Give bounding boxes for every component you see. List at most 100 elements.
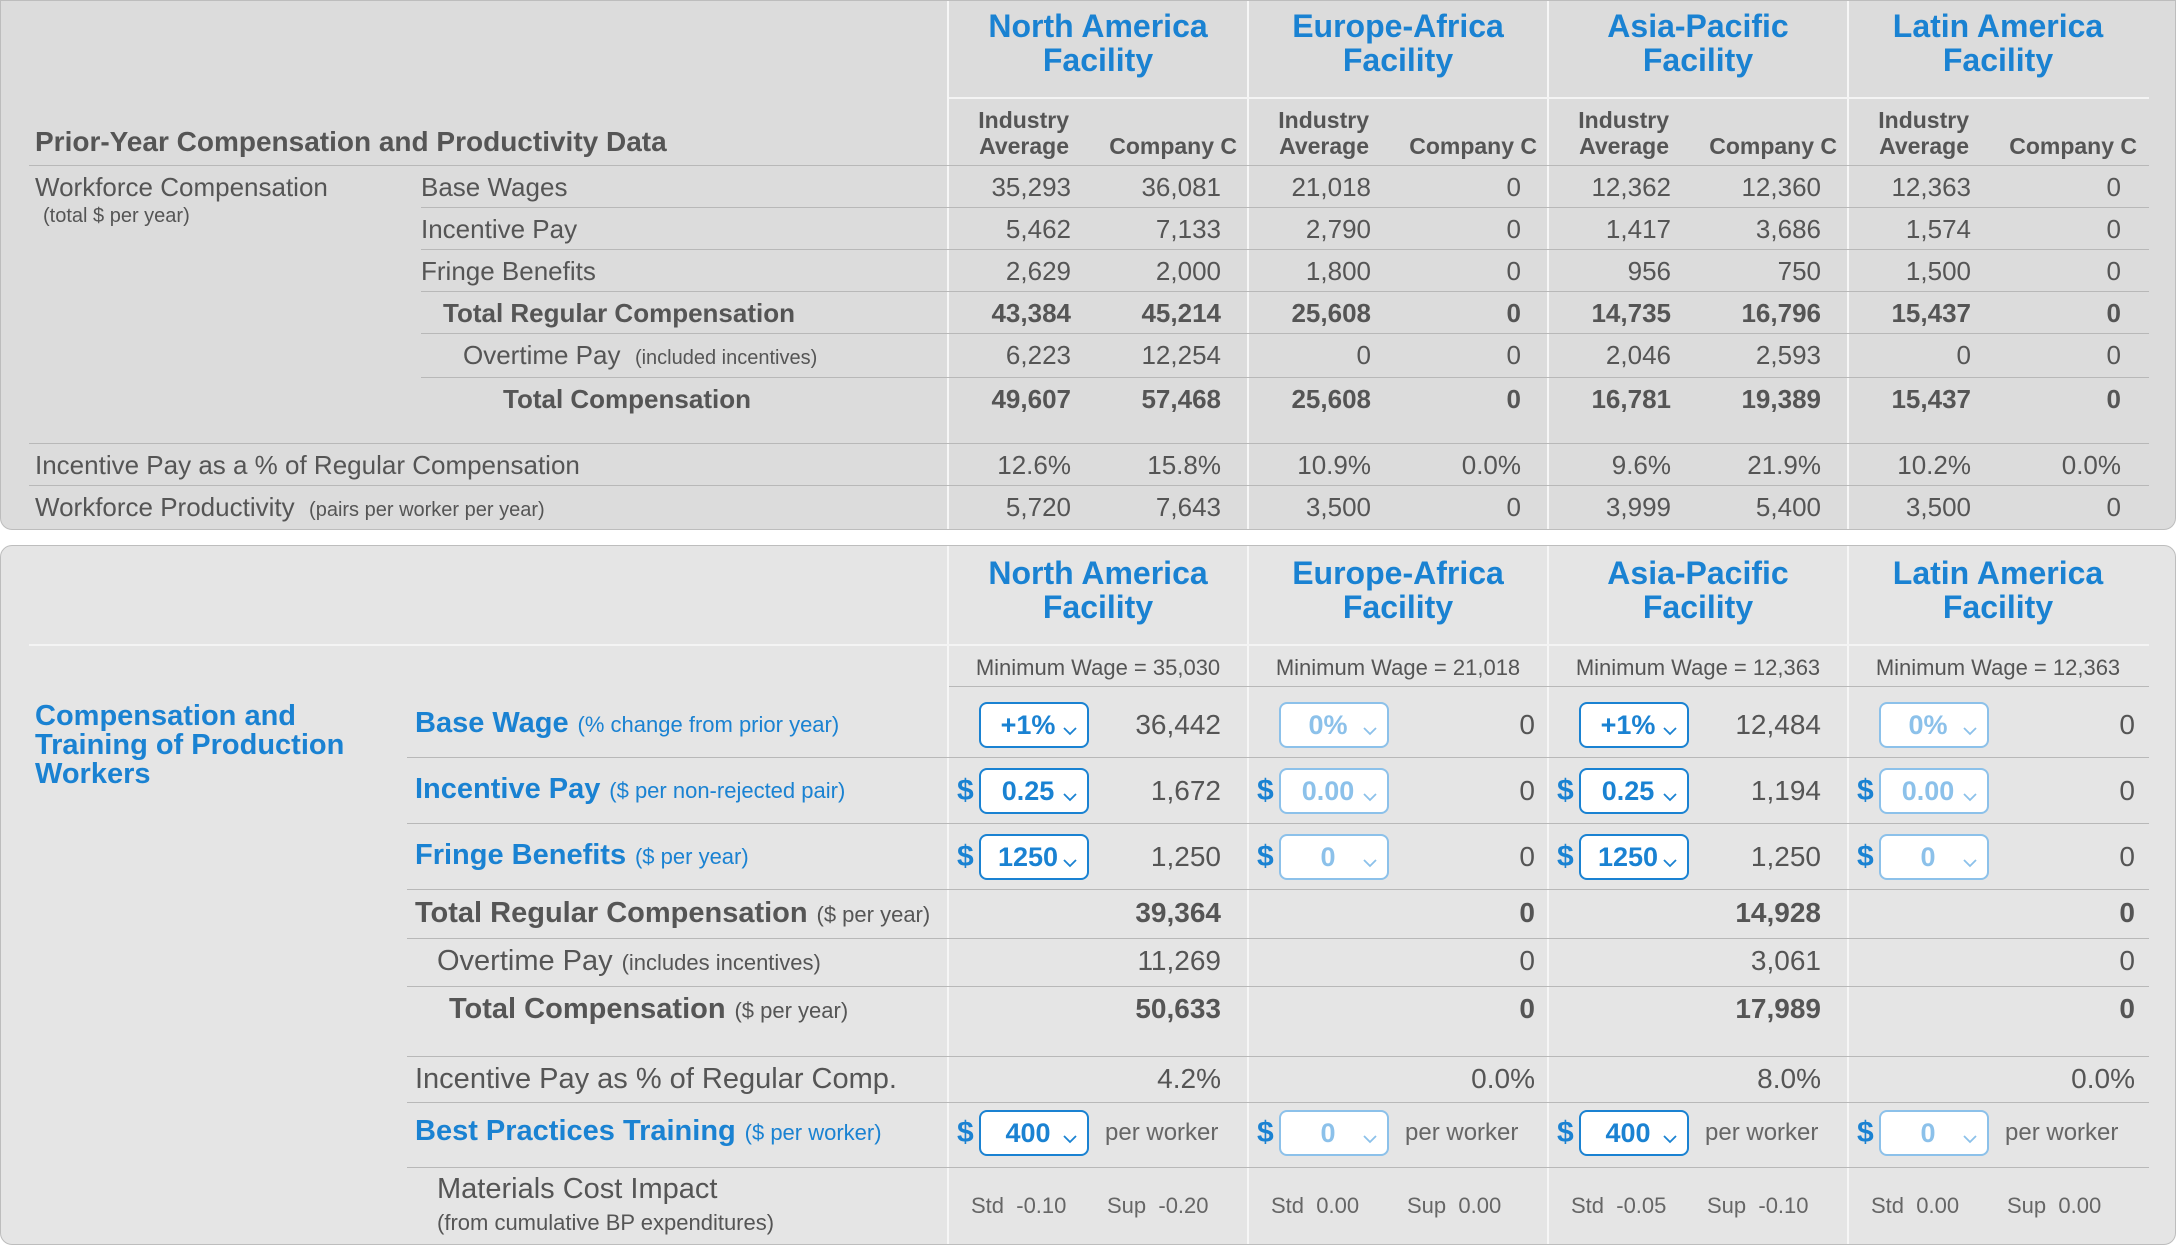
cell-value: 21.9%: [1747, 450, 1821, 480]
chevron-down-icon: [1662, 781, 1678, 802]
cell-value: 15.8%: [1147, 450, 1221, 480]
incentive-select[interactable]: 0.25: [1579, 768, 1689, 814]
row-divider: [407, 889, 2149, 890]
cell-value: 19,389: [1741, 384, 1821, 414]
chevron-down-icon: [1662, 847, 1678, 868]
dollar-sign: $: [1557, 840, 1574, 873]
per-worker-unit: per worker: [1705, 1119, 1819, 1146]
chevron-down-icon: [1962, 1123, 1978, 1144]
col-company: Company C: [1109, 133, 1237, 159]
base-wage-select[interactable]: 0%: [1279, 702, 1389, 748]
col-divider: [1547, 1, 1549, 529]
cell-value: 16,796: [1741, 298, 1821, 328]
training-select[interactable]: 400: [979, 1110, 1089, 1156]
cell-value: 0.0%: [1471, 1063, 1535, 1094]
label-text: Total Compensation: [449, 993, 726, 1025]
incentive-pct-label: Incentive Pay as a % of Regular Compensa…: [35, 450, 580, 480]
region-header-europe-africa: Europe-Africa Facility: [1292, 8, 1504, 78]
cell-value: 36,442: [1135, 709, 1221, 740]
training-select[interactable]: 400: [1579, 1110, 1689, 1156]
fringe-select[interactable]: 0: [1879, 834, 1989, 880]
row-label-text: Total Regular Compensation: [443, 298, 795, 328]
cell-value: 15,437: [1891, 298, 1971, 328]
cell-value: 3,500: [1305, 492, 1371, 522]
cell-value: 4.2%: [1157, 1063, 1221, 1094]
base-wage-select[interactable]: +1%: [979, 702, 1089, 748]
select-value: 400: [1605, 1117, 1651, 1148]
dollar-sign: $: [1257, 774, 1274, 807]
compensation-decisions-panel: North America Facility Europe-Africa Facil…: [0, 545, 2176, 1245]
cell-value: 0: [1506, 256, 1521, 286]
row-label: Fringe Benefits: [421, 257, 596, 286]
chevron-down-icon: [1362, 781, 1378, 802]
select-value: 400: [1005, 1117, 1051, 1148]
label-sub: ($ per year): [734, 998, 849, 1023]
minimum-wage: Minimum Wage = 12,363: [1875, 655, 2121, 680]
region-header-latin-america: Latin America Facility: [1892, 8, 2104, 78]
cell-value: 3,686: [1755, 214, 1821, 244]
training-select[interactable]: 0: [1879, 1110, 1989, 1156]
materials-std: Std -0.10: [971, 1193, 1067, 1218]
row-label: Total Regular Compensation: [443, 299, 795, 328]
fringe-select[interactable]: 1250: [979, 834, 1089, 880]
row-divider: [407, 1102, 2149, 1103]
label-text: Incentive Pay as % of Regular Comp.: [415, 1063, 897, 1095]
cell-value: 12,362: [1591, 172, 1671, 202]
section-title: Compensation and Training of Production Wo…: [35, 700, 345, 790]
incentive-select[interactable]: 0.00: [1879, 768, 1989, 814]
base-wage-select[interactable]: +1%: [1579, 702, 1689, 748]
col-divider: [1847, 546, 1849, 1244]
incentive-select[interactable]: 0.25: [979, 768, 1089, 814]
cell-value: 0: [1506, 214, 1521, 244]
dollar-sign: $: [1857, 1116, 1874, 1149]
region-header-latin-america: Latin America Facility: [1892, 555, 2104, 625]
chevron-down-icon: [1062, 847, 1078, 868]
cell-value: 2,790: [1305, 214, 1371, 244]
base-wage-select[interactable]: 0%: [1879, 702, 1989, 748]
cell-value: 2,593: [1755, 340, 1821, 370]
cell-value: 15,437: [1891, 384, 1971, 414]
dollar-sign: $: [957, 1116, 974, 1149]
dollar-sign: $: [1857, 774, 1874, 807]
row-divider: [407, 986, 2149, 987]
col-divider: [947, 546, 949, 1244]
cell-value: 12,360: [1741, 172, 1821, 202]
select-value: 0.00: [1901, 775, 1955, 806]
row-divider: [407, 823, 2149, 824]
cell-value: 0.0%: [1461, 450, 1521, 480]
cell-value: 1,800: [1305, 256, 1371, 286]
training-select[interactable]: 0: [1279, 1110, 1389, 1156]
chevron-down-icon: [1962, 847, 1978, 868]
cell-value: 0: [2106, 340, 2121, 370]
cell-value: 10.9%: [1297, 450, 1371, 480]
cell-value: 0: [1519, 775, 1535, 806]
materials-sup: Sup 0.00: [2007, 1193, 2102, 1218]
cell-value: 1,250: [1750, 841, 1821, 872]
cell-value: 3,500: [1905, 492, 1971, 522]
cell-value: 14,928: [1735, 897, 1821, 928]
cell-value: 25,608: [1291, 298, 1371, 328]
incentive-select[interactable]: 0.00: [1279, 768, 1389, 814]
cell-value: 21,018: [1291, 172, 1371, 202]
col-company: Company C: [1709, 133, 1837, 159]
cell-value: 0: [1956, 340, 1971, 370]
minimum-wage: Minimum Wage = 12,363: [1575, 655, 1821, 680]
row-divider: [949, 686, 2149, 687]
label-sub: (% change from prior year): [577, 712, 840, 737]
col-company: Company C: [2009, 133, 2137, 159]
fringe-select[interactable]: 1250: [1579, 834, 1689, 880]
region-header-asia-pacific: Asia-Pacific Facility: [1607, 555, 1789, 625]
row-label: Incentive Pay: [421, 215, 577, 244]
fringe-select[interactable]: 0: [1279, 834, 1389, 880]
label-sub: (from cumulative BP expenditures): [437, 1209, 775, 1235]
productivity-label: Workforce Productivity (pairs per worker…: [35, 492, 545, 522]
label-sub: ($ per year): [634, 844, 749, 869]
materials-sup: Sup -0.20: [1107, 1193, 1209, 1218]
cell-value: 12,363: [1891, 172, 1971, 202]
cell-value: 0: [1506, 298, 1521, 328]
label-sub: (includes incentives): [621, 950, 821, 975]
chevron-down-icon: [1962, 715, 1978, 736]
per-worker-unit: per worker: [1405, 1119, 1519, 1146]
cell-value: 12,254: [1141, 340, 1221, 370]
chevron-down-icon: [1362, 715, 1378, 736]
